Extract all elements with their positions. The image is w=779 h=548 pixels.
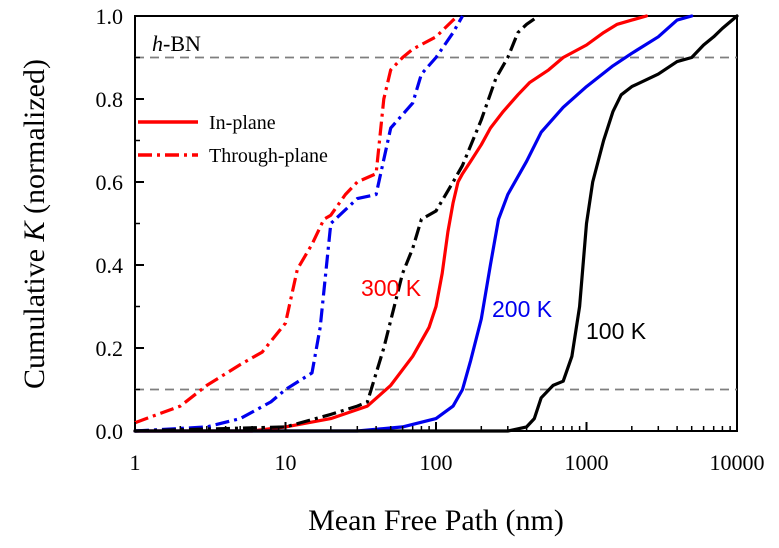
series-line-200k-through-plane [134,15,464,433]
y-tick-label: 0.8 [96,87,124,112]
legend-label-through-plane: Through-plane [209,145,328,167]
reference-lines [135,56,737,391]
y-tick-label: 1.0 [96,4,124,29]
y-axis-title-prefix: Cumulative [18,241,51,388]
label-200K: 200 K [492,296,553,322]
label-300K: 300 K [361,275,422,301]
series-line-300k-in-plane [133,14,648,433]
material-label-rest: -BN [163,31,201,56]
y-axis: 0.0 0.2 0.4 0.6 0.8 1.0 [96,4,144,444]
y-tick-label: 0.6 [96,170,124,195]
x-tick-label: 100 [420,450,453,475]
legend: In-plane Through-plane [138,112,328,167]
x-tick-label: 10000 [710,450,765,475]
series-line-100k-in-plane [133,14,739,433]
series-line-100k-through-plane [134,14,540,433]
legend-label-in-plane: In-plane [209,112,276,134]
y-tick-label: 0.2 [96,336,124,361]
y-tick-label: 0.4 [96,253,124,278]
x-axis: 1 10 100 1000 10000 [130,422,765,475]
y-axis-title: Cumulative K (normalized) [18,59,51,389]
material-label: h-BN [152,31,201,56]
y-axis-title-symbol: K [18,219,51,242]
x-tick-label: 1 [130,450,141,475]
y-tick-label: 0.0 [96,419,124,444]
label-100K: 100 K [586,318,647,344]
x-axis-title: Mean Free Path (nm) [308,504,564,537]
x-tick-label: 10 [275,450,297,475]
series-line-300k-through-plane [134,14,460,425]
y-axis-title-suffix: (normalized) [18,59,51,221]
x-tick-label: 1000 [565,450,609,475]
series-line-200k-in-plane [133,14,694,433]
material-label-italic: h [152,31,163,56]
curves [133,14,739,433]
